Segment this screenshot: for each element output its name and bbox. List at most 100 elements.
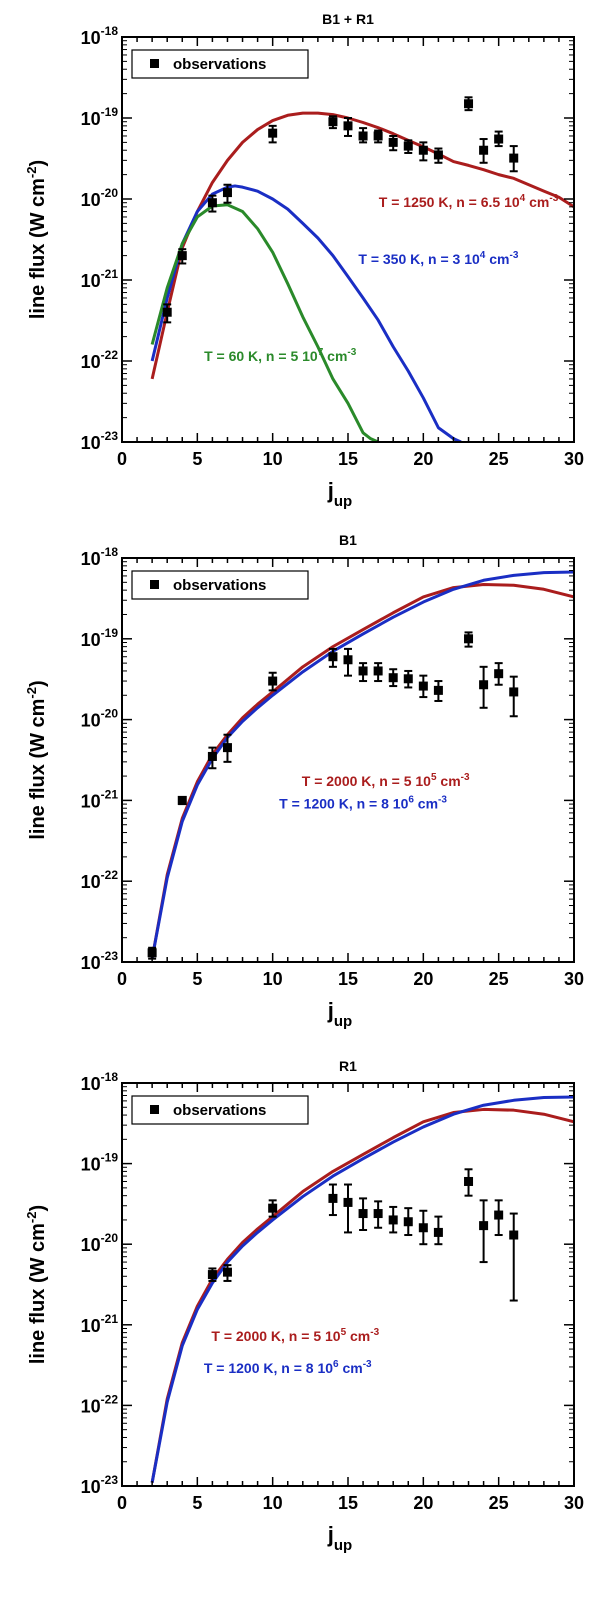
observation-point — [464, 631, 474, 648]
x-tick-label: 25 — [489, 969, 509, 989]
y-tick-label: 10-18 — [81, 24, 119, 48]
chart-title: B1 + R1 — [322, 11, 374, 27]
observation-point — [433, 147, 443, 164]
observation-marker — [464, 634, 474, 644]
x-tick-label: 20 — [413, 969, 433, 989]
observation-marker — [509, 1230, 519, 1240]
observation-marker — [388, 137, 398, 147]
observation-point — [509, 145, 519, 173]
y-tick-label: 10-22 — [81, 868, 119, 892]
observation-marker — [479, 680, 489, 690]
observation-point — [509, 1212, 519, 1302]
observation-marker — [388, 673, 398, 683]
observation-marker — [418, 681, 428, 691]
observation-point — [464, 96, 474, 112]
x-tick-label: 0 — [117, 969, 127, 989]
observation-marker — [403, 141, 413, 151]
observation-marker — [147, 948, 157, 958]
observation-point — [418, 674, 428, 699]
observation-marker — [268, 128, 278, 138]
observation-point — [479, 138, 489, 164]
legend-label: observations — [173, 56, 266, 73]
observation-point — [222, 1264, 232, 1282]
x-tick-label: 0 — [117, 449, 127, 469]
observation-point — [343, 1183, 353, 1234]
curve-label-3: T = 60 K, n = 5 107 cm-3 — [204, 347, 357, 364]
x-tick-label: 0 — [117, 1493, 127, 1513]
observation-marker — [433, 150, 443, 160]
observation-point — [222, 733, 232, 763]
x-tick-label: 30 — [564, 969, 584, 989]
y-tick-label: 10-18 — [81, 1070, 119, 1094]
x-axis-label: jup — [327, 478, 352, 510]
observation-marker — [177, 795, 187, 805]
observation-marker — [207, 198, 217, 208]
model-curve-2 — [150, 184, 462, 442]
observation-marker — [328, 117, 338, 127]
y-tick-label: 10-18 — [81, 545, 119, 569]
observation-marker — [388, 1215, 398, 1225]
x-tick-label: 10 — [263, 1493, 283, 1513]
x-tick-label: 15 — [338, 449, 358, 469]
x-tick-label: 5 — [192, 1493, 202, 1513]
model-curve-3 — [150, 203, 379, 442]
observation-point — [494, 1199, 504, 1237]
observation-marker — [464, 99, 474, 109]
observation-point — [388, 1205, 398, 1234]
observation-marker — [222, 188, 232, 198]
x-tick-label: 10 — [263, 449, 283, 469]
chart-title: B1 — [339, 532, 357, 548]
observation-point — [268, 1199, 278, 1218]
observation-point — [373, 1200, 383, 1229]
observation-marker — [268, 1203, 278, 1213]
observation-point — [358, 1197, 368, 1232]
curve-label-1: T = 2000 K, n = 5 105 cm-3 — [302, 772, 470, 789]
observation-marker — [358, 1209, 368, 1219]
legend-label: observations — [173, 1102, 266, 1119]
observation-marker — [177, 251, 187, 261]
x-tick-label: 5 — [192, 969, 202, 989]
y-tick-label: 10-23 — [81, 1473, 119, 1497]
observation-marker — [418, 1223, 428, 1233]
observation-marker — [479, 1221, 489, 1231]
observation-point — [494, 130, 504, 148]
y-axis-label: line flux (W cm-2) — [24, 1205, 49, 1364]
observation-marker — [509, 153, 519, 163]
curve-label-2: T = 350 K, n = 3 104 cm-3 — [358, 250, 518, 267]
observation-point — [388, 668, 398, 688]
observation-point — [343, 647, 353, 677]
model-curve-2 — [150, 570, 574, 959]
observation-point — [479, 1199, 489, 1264]
observation-marker — [494, 134, 504, 144]
y-tick-label: 10-21 — [81, 787, 119, 811]
observation-point — [343, 117, 353, 137]
observation-point — [268, 124, 278, 144]
legend-box — [131, 1095, 309, 1125]
observation-point — [494, 662, 504, 686]
y-tick-label: 10-19 — [81, 1151, 119, 1175]
legend: observations — [131, 570, 309, 600]
curve-label-1: T = 2000 K, n = 5 105 cm-3 — [211, 1327, 379, 1344]
legend-marker — [150, 580, 159, 589]
x-tick-label: 15 — [338, 969, 358, 989]
y-tick-label: 10-21 — [81, 267, 119, 291]
chart-title: R1 — [339, 1058, 357, 1074]
y-tick-label: 10-23 — [81, 949, 119, 973]
observation-point — [358, 127, 368, 144]
y-tick-label: 10-21 — [81, 1312, 119, 1336]
model-curve-1 — [150, 1107, 574, 1483]
x-tick-label: 25 — [489, 449, 509, 469]
observation-marker — [358, 666, 368, 676]
observation-point — [403, 1207, 413, 1237]
legend-box — [131, 570, 309, 600]
observation-point — [222, 183, 232, 204]
y-tick-label: 10-23 — [81, 429, 119, 453]
observation-marker — [509, 687, 519, 697]
observation-marker — [207, 751, 217, 761]
observation-marker — [433, 685, 443, 695]
y-tick-label: 10-20 — [81, 186, 119, 210]
legend: observations — [131, 1095, 309, 1125]
observation-point — [207, 1267, 217, 1282]
